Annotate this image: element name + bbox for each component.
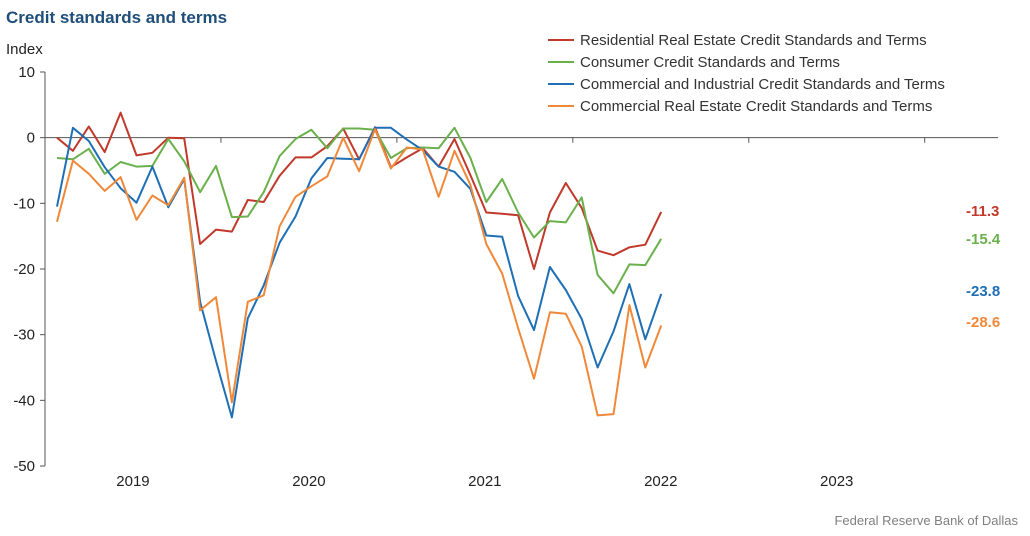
x-tick-label: 2019	[116, 473, 149, 490]
legend-label: Consumer Credit Standards and Terms	[580, 54, 840, 71]
y-axis: 10 0 -10 -20 -30 -40 -50	[13, 64, 46, 475]
series-group	[56, 111, 663, 419]
legend-label: Commercial Real Estate Credit Standards …	[580, 98, 932, 115]
legend: Residential Real Estate Credit Standards…	[548, 32, 945, 115]
y-tick-label: -20	[13, 261, 35, 278]
y-tick-label: -50	[13, 458, 35, 475]
y-axis-label: Index	[6, 41, 43, 58]
legend-label: Commercial and Industrial Credit Standar…	[580, 76, 945, 93]
series-line-4	[56, 128, 663, 417]
source-credit: Federal Reserve Bank of Dallas	[834, 513, 1018, 528]
x-tick-label: 2023	[820, 473, 853, 490]
end-labels: -11.3 -15.4 -23.8 -28.6	[966, 203, 1001, 331]
x-tick-label: 2021	[468, 473, 501, 490]
legend-label: Residential Real Estate Credit Standards…	[580, 32, 927, 49]
y-tick-label: 10	[18, 64, 35, 81]
series-line-3	[56, 126, 663, 419]
end-label-1: -11.3	[966, 203, 999, 220]
chart-title: Credit standards and terms	[6, 8, 228, 27]
x-axis: 2019 2020 2021 2022 2023	[44, 137, 998, 490]
series-line-1	[56, 111, 663, 270]
y-tick-label: 0	[27, 130, 35, 147]
y-tick-label: -30	[13, 327, 35, 344]
end-label-3: -23.8	[966, 283, 1000, 300]
series-line-2	[56, 126, 663, 295]
end-label-2: -15.4	[966, 231, 1001, 248]
x-tick-label: 2022	[644, 473, 677, 490]
end-label-4: -28.6	[966, 314, 1000, 331]
x-tick-label: 2020	[292, 473, 325, 490]
y-tick-label: -40	[13, 392, 35, 409]
y-tick-label: -10	[13, 195, 35, 212]
